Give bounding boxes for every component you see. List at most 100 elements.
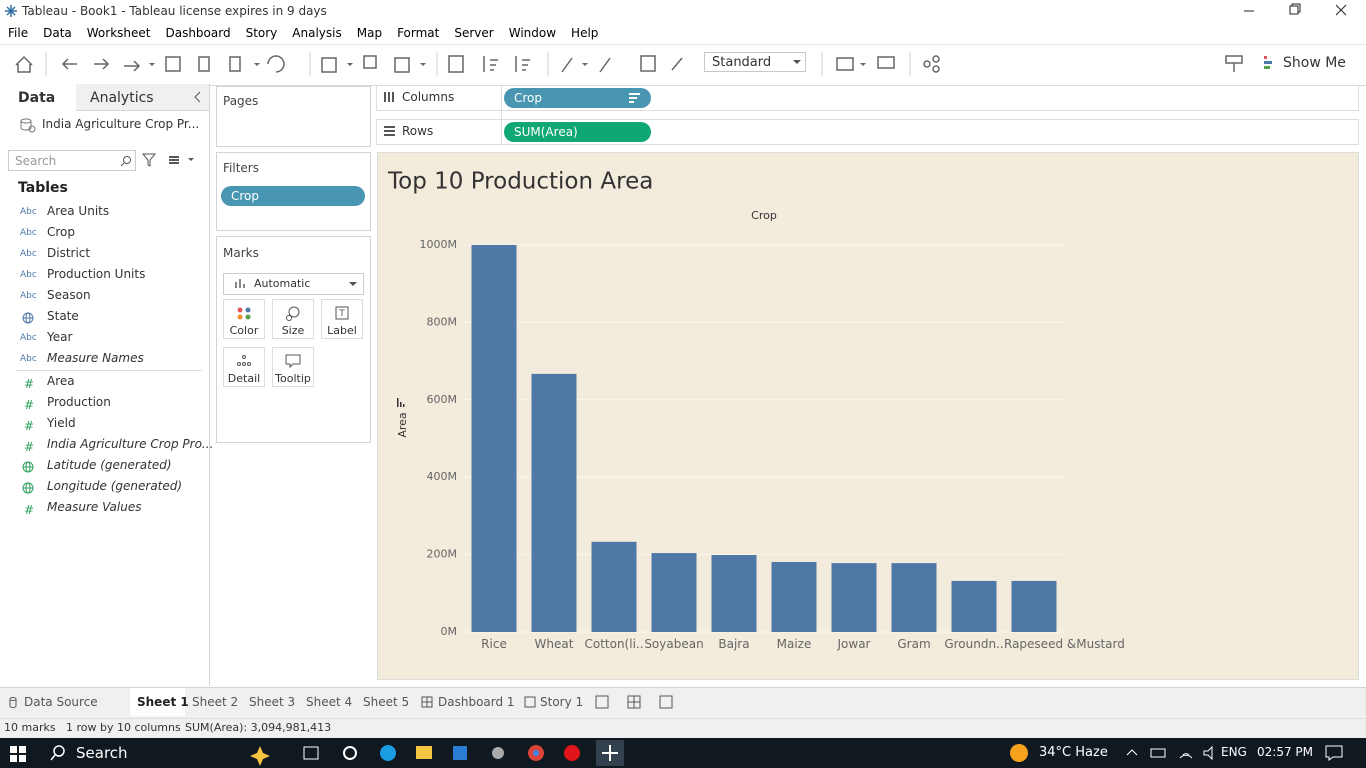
fit-dropdown[interactable]: Standard: [704, 52, 806, 72]
field-type: #: [24, 377, 35, 391]
menu-item[interactable]: File: [8, 26, 29, 40]
field-type: #: [24, 419, 35, 433]
mark-button-icon: [286, 306, 300, 321]
field-name[interactable]: Longitude (generated): [47, 479, 183, 493]
mark-button-label: Size: [281, 324, 305, 337]
sheet-tab[interactable]: Sheet 2: [192, 695, 239, 709]
bar: [951, 580, 997, 632]
x-tick-label: Bajra: [718, 637, 750, 651]
mark-type[interactable]: Automatic: [223, 273, 364, 295]
sheet-tab[interactable]: Sheet 1: [137, 695, 189, 709]
clock: 02:57 PM: [1257, 745, 1313, 759]
marks-card: Marks Automatic Color Size T Label Detail Too…: [216, 236, 371, 443]
sheet-tab[interactable]: Story 1: [540, 695, 584, 709]
bar: [531, 373, 577, 632]
y-tick-label: 800M: [427, 315, 458, 328]
field-name[interactable]: Production Units: [47, 267, 146, 281]
chart-view: Top 10 Production Area Crop Area 0M 200M 4…: [377, 152, 1359, 680]
collapse-icon[interactable]: [193, 91, 203, 103]
x-tick-label: Groundn..: [944, 637, 1004, 651]
field-separator: [16, 370, 202, 371]
chart: Top 10 Production Area Crop Area 0M 200M 4…: [387, 169, 1064, 638]
menu-item[interactable]: Map: [356, 26, 383, 40]
field-name[interactable]: District: [47, 246, 91, 260]
taskbar-apps[interactable]: [240, 740, 640, 766]
rows-pill[interactable]: SUM(Area): [504, 122, 651, 142]
start-button[interactable]: [10, 746, 26, 762]
y-tick-label: 0M: [441, 625, 458, 638]
datasource-name[interactable]: India Agriculture Crop Pr...: [42, 117, 200, 131]
status-text: 10 marks: [4, 721, 56, 734]
mark-button[interactable]: Color: [223, 299, 265, 339]
search-icon: [121, 156, 131, 167]
field-name[interactable]: Area: [47, 374, 75, 388]
analytics-tab[interactable]: Analytics: [90, 90, 154, 106]
tray-icons[interactable]: [1124, 744, 1220, 762]
field-name[interactable]: India Agriculture Crop Pro...: [47, 437, 214, 451]
notifications[interactable]: [1325, 745, 1343, 761]
field-name[interactable]: Measure Names: [47, 351, 144, 365]
window-controls[interactable]: [1236, 0, 1366, 22]
menu-item[interactable]: Help: [571, 26, 599, 40]
field-name[interactable]: Production: [47, 395, 111, 409]
pane-tools[interactable]: [142, 152, 198, 168]
mark-button-icon: T: [335, 306, 349, 320]
taskbar-search[interactable]: Search: [76, 744, 128, 762]
rows-label: Rows: [402, 124, 434, 138]
toolbar-icons[interactable]: [0, 44, 960, 84]
mark-button[interactable]: Tooltip: [272, 347, 314, 387]
language: ENG: [1221, 745, 1247, 759]
menu-item[interactable]: Data: [43, 26, 72, 40]
menu-item[interactable]: Story: [245, 26, 278, 40]
field-name[interactable]: Year: [47, 330, 73, 344]
tab-active-bg: [0, 84, 76, 113]
geo-icon: [22, 482, 34, 494]
field-name[interactable]: Latitude (generated): [47, 458, 172, 472]
field-type: Abc: [20, 228, 37, 238]
menu-item[interactable]: Dashboard: [165, 26, 231, 40]
geo-icon: [22, 312, 34, 324]
sheet-tab[interactable]: Sheet 4: [306, 695, 353, 709]
field-name[interactable]: Area Units: [47, 204, 110, 218]
menu-item[interactable]: Analysis: [292, 26, 342, 40]
menu-item[interactable]: Server: [454, 26, 494, 40]
menu-item[interactable]: Format: [397, 26, 440, 40]
new-sheet-icons[interactable]: [594, 693, 684, 711]
show-me[interactable]: Show Me: [1283, 55, 1346, 71]
tab-icons: [9, 696, 536, 708]
mark-button[interactable]: Detail: [223, 347, 265, 387]
field-name[interactable]: State: [47, 309, 79, 323]
rows-shelf: [376, 119, 1359, 145]
y-axis-title: Area: [396, 412, 409, 437]
mark-button-icon: [237, 307, 251, 320]
mark-button[interactable]: Size: [272, 299, 314, 339]
bar: [591, 541, 637, 632]
mark-button-label: Color: [229, 324, 259, 337]
field-type: #: [24, 440, 35, 454]
field-type: Abc: [20, 333, 37, 343]
menu-item[interactable]: Worksheet: [86, 26, 151, 40]
field-type: #: [24, 503, 35, 517]
search-box[interactable]: Search: [8, 150, 136, 171]
filter-pill[interactable]: Crop: [221, 186, 365, 206]
columns-pill[interactable]: Crop: [504, 88, 651, 108]
sheet-tab[interactable]: Sheet 3: [249, 695, 296, 709]
app-icon: [5, 5, 17, 17]
chart-title: Top 10 Production Area: [387, 169, 653, 195]
field-name[interactable]: Yield: [47, 416, 76, 430]
field-name[interactable]: Measure Values: [47, 500, 142, 514]
field-name[interactable]: Crop: [47, 225, 76, 239]
svg-text:T: T: [338, 309, 345, 319]
sheet-tab[interactable]: Data Source: [24, 695, 98, 709]
shelf-divider: [501, 85, 502, 145]
sheet-tab[interactable]: Sheet 5: [363, 695, 410, 709]
sheet-tab[interactable]: Dashboard 1: [438, 695, 515, 709]
mark-button-icon: [285, 354, 301, 369]
y-tick-label: 600M: [427, 393, 458, 406]
x-tick-label: Rice: [481, 637, 507, 651]
menu-item[interactable]: Window: [508, 26, 557, 40]
mark-button[interactable]: T Label: [321, 299, 363, 339]
field-name[interactable]: Season: [47, 288, 91, 302]
data-tab[interactable]: Data: [18, 90, 56, 106]
dropdown-arrow: [349, 282, 357, 286]
